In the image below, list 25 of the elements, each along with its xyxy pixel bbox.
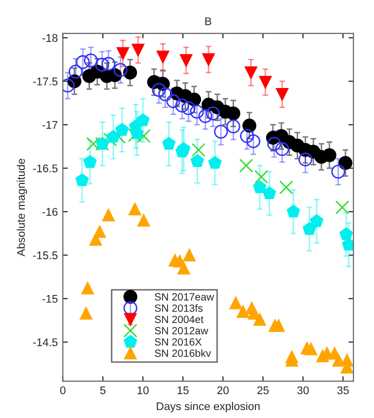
x-tick-label: 25 bbox=[257, 386, 269, 394]
y-tick-label: -18 bbox=[42, 34, 58, 42]
x-axis-title: Days since explosion bbox=[156, 402, 260, 412]
y-tick-label: -15.5 bbox=[33, 252, 58, 260]
y-tick-label: -16.5 bbox=[33, 164, 58, 172]
legend-label: SN 2013fs bbox=[154, 304, 203, 312]
x-tick-label: 0 bbox=[60, 386, 66, 394]
legend-label: SN 2004et bbox=[154, 316, 204, 324]
y-axis-title: Absolute magnitude bbox=[16, 158, 28, 256]
x-tick-label: 10 bbox=[138, 386, 149, 394]
chart-title: B bbox=[205, 17, 212, 26]
y-tick-label: -14.5 bbox=[33, 338, 58, 346]
x-tick-label: 35 bbox=[337, 386, 349, 394]
y-tick-label: -17 bbox=[42, 121, 58, 129]
y-tick-label: -16 bbox=[42, 208, 58, 216]
x-tick-label: 20 bbox=[217, 386, 229, 394]
x-tick-label: 15 bbox=[178, 386, 189, 394]
legend-label: SN 2016X bbox=[154, 338, 202, 346]
legend-label: SN 2012aw bbox=[154, 326, 208, 334]
y-tick-label: -15 bbox=[42, 295, 58, 303]
legend-label: SN 2017eaw bbox=[154, 293, 214, 301]
x-tick-label: 30 bbox=[297, 386, 309, 394]
legend-label: SN 2016bkv bbox=[154, 349, 212, 357]
x-tick-label: 5 bbox=[100, 386, 106, 394]
y-tick-label: -17.5 bbox=[33, 78, 58, 86]
